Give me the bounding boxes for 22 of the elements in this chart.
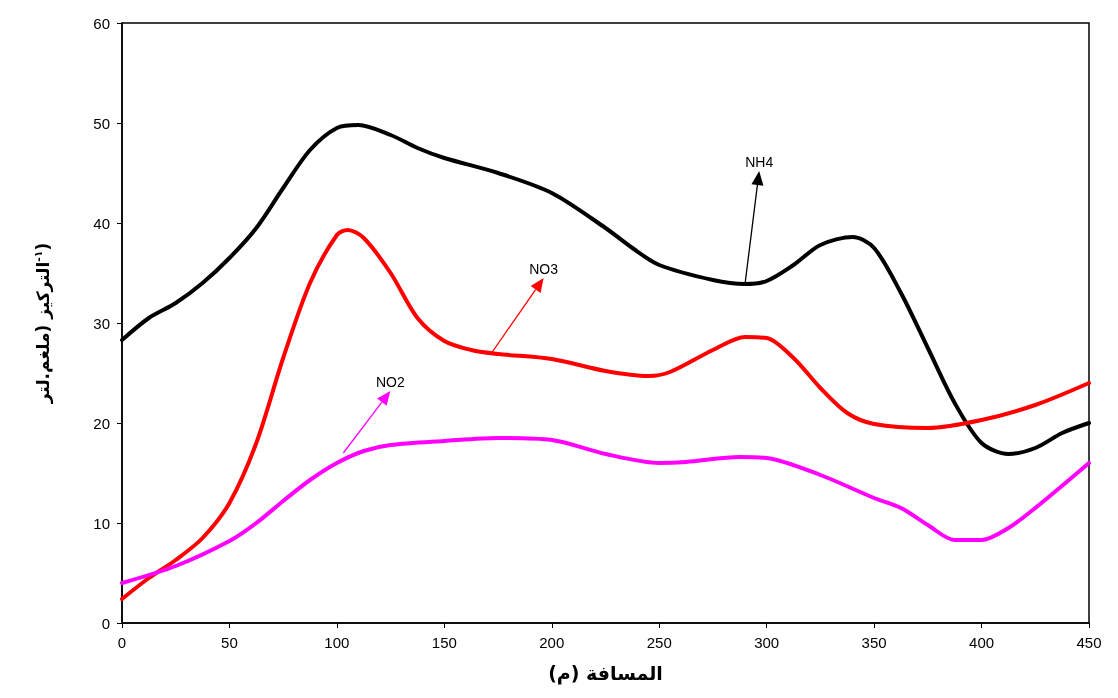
x-tick-label: 0 bbox=[117, 634, 127, 651]
y-tick-label: 40 bbox=[93, 214, 110, 232]
y-tick-label: 50 bbox=[93, 114, 110, 132]
y-tick-label: 10 bbox=[93, 514, 110, 532]
x-tick-label: 50 bbox=[221, 634, 238, 651]
x-tick-label: 250 bbox=[646, 634, 672, 651]
x-tick-label: 350 bbox=[861, 634, 887, 651]
x-tick-label: 200 bbox=[539, 634, 565, 651]
x-tick-label: 450 bbox=[1076, 634, 1102, 651]
x-tick-label: 100 bbox=[324, 634, 350, 651]
x-tick-label: 400 bbox=[969, 634, 995, 651]
y-tick-label: 20 bbox=[93, 414, 110, 432]
x-axis-title: المسافة (م) bbox=[548, 661, 663, 685]
y-tick-label: 30 bbox=[93, 314, 110, 332]
annotation: NH4 bbox=[745, 154, 774, 170]
annotation: NO3 bbox=[529, 261, 559, 277]
y-axis-title: التركيز (ملغم.لتر-١) bbox=[32, 242, 54, 405]
y-tick-label: 0 bbox=[101, 614, 110, 632]
x-tick-label: 150 bbox=[431, 634, 457, 651]
x-tick-label: 300 bbox=[754, 634, 780, 651]
y-tick-label: 60 bbox=[93, 14, 110, 32]
annotation: NO2 bbox=[375, 374, 405, 390]
